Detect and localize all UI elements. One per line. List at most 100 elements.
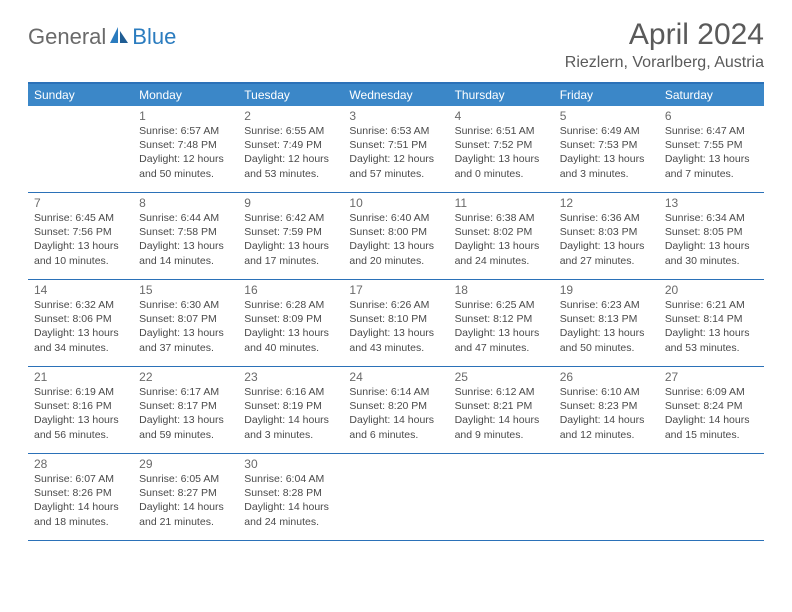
daylight-line1: Daylight: 14 hours [665, 413, 758, 427]
calendar: Sunday Monday Tuesday Wednesday Thursday… [28, 82, 764, 541]
sunrise-line: Sunrise: 6:38 AM [455, 211, 548, 225]
title-block: April 2024 Riezlern, Vorarlberg, Austria [565, 18, 764, 72]
day-number: 19 [560, 283, 653, 297]
daylight-line2: and 53 minutes. [244, 167, 337, 181]
daylight-line2: and 40 minutes. [244, 341, 337, 355]
sunset-line: Sunset: 8:23 PM [560, 399, 653, 413]
day-number: 16 [244, 283, 337, 297]
day-number: 7 [34, 196, 127, 210]
daylight-line1: Daylight: 12 hours [139, 152, 232, 166]
daylight-line1: Daylight: 13 hours [560, 326, 653, 340]
daylight-line1: Daylight: 14 hours [560, 413, 653, 427]
day-cell: 5Sunrise: 6:49 AMSunset: 7:53 PMDaylight… [554, 106, 659, 192]
daylight-line2: and 15 minutes. [665, 428, 758, 442]
daylight-line2: and 53 minutes. [665, 341, 758, 355]
daylight-line2: and 56 minutes. [34, 428, 127, 442]
sunrise-line: Sunrise: 6:40 AM [349, 211, 442, 225]
day-number: 23 [244, 370, 337, 384]
header: General Blue April 2024 Riezlern, Vorarl… [28, 18, 764, 72]
sunset-line: Sunset: 8:12 PM [455, 312, 548, 326]
daylight-line1: Daylight: 13 hours [665, 326, 758, 340]
sunset-line: Sunset: 8:13 PM [560, 312, 653, 326]
sunset-line: Sunset: 7:58 PM [139, 225, 232, 239]
day-cell: 13Sunrise: 6:34 AMSunset: 8:05 PMDayligh… [659, 193, 764, 279]
week-row: 14Sunrise: 6:32 AMSunset: 8:06 PMDayligh… [28, 280, 764, 367]
week-row: 28Sunrise: 6:07 AMSunset: 8:26 PMDayligh… [28, 454, 764, 541]
day-number: 6 [665, 109, 758, 123]
day-cell: 9Sunrise: 6:42 AMSunset: 7:59 PMDaylight… [238, 193, 343, 279]
dow-monday: Monday [133, 84, 238, 106]
sunset-line: Sunset: 8:17 PM [139, 399, 232, 413]
sunrise-line: Sunrise: 6:30 AM [139, 298, 232, 312]
dow-thursday: Thursday [449, 84, 554, 106]
day-cell: 17Sunrise: 6:26 AMSunset: 8:10 PMDayligh… [343, 280, 448, 366]
daylight-line2: and 6 minutes. [349, 428, 442, 442]
daylight-line1: Daylight: 13 hours [455, 326, 548, 340]
sunrise-line: Sunrise: 6:04 AM [244, 472, 337, 486]
sunset-line: Sunset: 7:55 PM [665, 138, 758, 152]
weeks-container: 1Sunrise: 6:57 AMSunset: 7:48 PMDaylight… [28, 106, 764, 541]
day-number: 3 [349, 109, 442, 123]
sunrise-line: Sunrise: 6:14 AM [349, 385, 442, 399]
dow-sunday: Sunday [28, 84, 133, 106]
day-number: 8 [139, 196, 232, 210]
daylight-line1: Daylight: 13 hours [349, 326, 442, 340]
day-cell: 26Sunrise: 6:10 AMSunset: 8:23 PMDayligh… [554, 367, 659, 453]
sunrise-line: Sunrise: 6:23 AM [560, 298, 653, 312]
daylight-line1: Daylight: 13 hours [34, 239, 127, 253]
sunset-line: Sunset: 8:26 PM [34, 486, 127, 500]
sunset-line: Sunset: 8:16 PM [34, 399, 127, 413]
daylight-line1: Daylight: 13 hours [455, 239, 548, 253]
sunrise-line: Sunrise: 6:25 AM [455, 298, 548, 312]
sunrise-line: Sunrise: 6:19 AM [34, 385, 127, 399]
day-cell: 2Sunrise: 6:55 AMSunset: 7:49 PMDaylight… [238, 106, 343, 192]
sunrise-line: Sunrise: 6:10 AM [560, 385, 653, 399]
week-row: 1Sunrise: 6:57 AMSunset: 7:48 PMDaylight… [28, 106, 764, 193]
daylight-line2: and 27 minutes. [560, 254, 653, 268]
daylight-line1: Daylight: 14 hours [34, 500, 127, 514]
sunrise-line: Sunrise: 6:26 AM [349, 298, 442, 312]
day-number: 10 [349, 196, 442, 210]
day-cell: 22Sunrise: 6:17 AMSunset: 8:17 PMDayligh… [133, 367, 238, 453]
day-cell: 19Sunrise: 6:23 AMSunset: 8:13 PMDayligh… [554, 280, 659, 366]
logo-text-blue: Blue [132, 24, 176, 50]
week-row: 21Sunrise: 6:19 AMSunset: 8:16 PMDayligh… [28, 367, 764, 454]
daylight-line2: and 3 minutes. [244, 428, 337, 442]
daylight-line1: Daylight: 14 hours [139, 500, 232, 514]
daylight-line2: and 17 minutes. [244, 254, 337, 268]
day-cell: 14Sunrise: 6:32 AMSunset: 8:06 PMDayligh… [28, 280, 133, 366]
day-number: 20 [665, 283, 758, 297]
week-row: 7Sunrise: 6:45 AMSunset: 7:56 PMDaylight… [28, 193, 764, 280]
day-cell: 24Sunrise: 6:14 AMSunset: 8:20 PMDayligh… [343, 367, 448, 453]
day-cell: 3Sunrise: 6:53 AMSunset: 7:51 PMDaylight… [343, 106, 448, 192]
sunset-line: Sunset: 7:49 PM [244, 138, 337, 152]
sunset-line: Sunset: 7:52 PM [455, 138, 548, 152]
sunset-line: Sunset: 7:48 PM [139, 138, 232, 152]
daylight-line2: and 7 minutes. [665, 167, 758, 181]
daylight-line2: and 12 minutes. [560, 428, 653, 442]
page-title: April 2024 [565, 18, 764, 52]
daylight-line2: and 0 minutes. [455, 167, 548, 181]
day-cell: 12Sunrise: 6:36 AMSunset: 8:03 PMDayligh… [554, 193, 659, 279]
day-cell [449, 454, 554, 540]
day-cell [28, 106, 133, 192]
sunset-line: Sunset: 7:53 PM [560, 138, 653, 152]
daylight-line2: and 30 minutes. [665, 254, 758, 268]
sunrise-line: Sunrise: 6:09 AM [665, 385, 758, 399]
daylight-line2: and 37 minutes. [139, 341, 232, 355]
daylight-line2: and 24 minutes. [244, 515, 337, 529]
sunrise-line: Sunrise: 6:44 AM [139, 211, 232, 225]
day-number: 2 [244, 109, 337, 123]
day-of-week-header: Sunday Monday Tuesday Wednesday Thursday… [28, 84, 764, 106]
page: General Blue April 2024 Riezlern, Vorarl… [0, 0, 792, 553]
daylight-line1: Daylight: 13 hours [560, 152, 653, 166]
day-cell [554, 454, 659, 540]
location-subtitle: Riezlern, Vorarlberg, Austria [565, 54, 764, 72]
day-cell: 16Sunrise: 6:28 AMSunset: 8:09 PMDayligh… [238, 280, 343, 366]
daylight-line1: Daylight: 14 hours [244, 500, 337, 514]
sunset-line: Sunset: 8:19 PM [244, 399, 337, 413]
day-number: 29 [139, 457, 232, 471]
day-number: 30 [244, 457, 337, 471]
sunset-line: Sunset: 8:05 PM [665, 225, 758, 239]
day-number: 27 [665, 370, 758, 384]
